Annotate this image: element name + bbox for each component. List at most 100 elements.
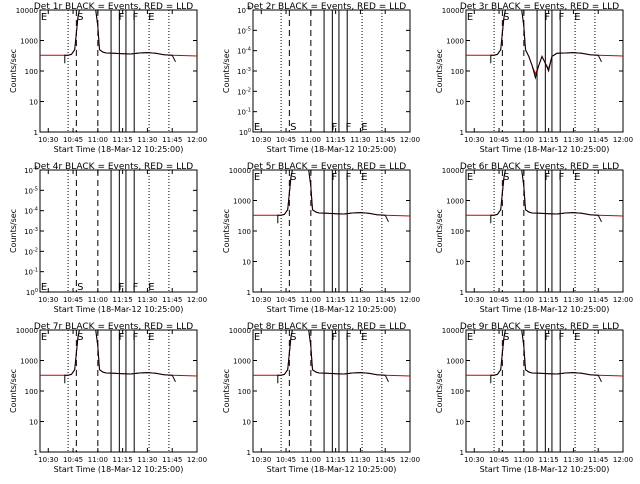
plot-frame bbox=[465, 169, 624, 293]
x-tick-label: 11:30 bbox=[137, 136, 157, 144]
x-tick-label: 11:00 bbox=[514, 456, 534, 464]
y-tick-label: 10000 bbox=[442, 7, 464, 15]
y-axis-label: Counts/sec bbox=[222, 369, 231, 413]
region-label: E bbox=[254, 122, 260, 133]
region-label: F bbox=[559, 332, 565, 343]
y-tick-label: 10000 bbox=[442, 167, 464, 175]
y-tick-label: 1000 bbox=[233, 358, 251, 366]
x-tick-label: 11:00 bbox=[88, 296, 108, 304]
x-tick-label: 11:15 bbox=[539, 136, 559, 144]
x-axis-label: Start Time (18-Mar-12 10:25:00) bbox=[480, 465, 610, 474]
x-tick-label: 11:00 bbox=[301, 136, 321, 144]
region-label: S bbox=[290, 122, 296, 133]
x-tick-label: 11:30 bbox=[137, 456, 157, 464]
x-tick-label: 10:30 bbox=[464, 136, 484, 144]
y-tick-label: 1 bbox=[460, 449, 464, 457]
x-tick-label: 11:45 bbox=[162, 136, 182, 144]
x-tick-label: 12:00 bbox=[613, 296, 633, 304]
x-tick-label: 11:30 bbox=[563, 136, 583, 144]
x-tick-label: 11:00 bbox=[301, 456, 321, 464]
y-tick-label: 10 bbox=[242, 419, 251, 427]
x-tick-label: 11:00 bbox=[301, 296, 321, 304]
x-tick-label: 11:15 bbox=[326, 136, 346, 144]
y-tick-label: 10 bbox=[455, 419, 464, 427]
region-label: S bbox=[77, 282, 83, 293]
x-tick-label: 11:30 bbox=[563, 296, 583, 304]
x-tick-label: 11:45 bbox=[162, 296, 182, 304]
region-label: F bbox=[346, 122, 352, 133]
y-tick-label: 10 bbox=[29, 419, 38, 427]
region-label: S bbox=[503, 172, 509, 183]
x-tick-label: 11:45 bbox=[588, 136, 608, 144]
region-label: E bbox=[148, 12, 154, 23]
y-axis-label: Counts/sec bbox=[222, 49, 231, 93]
region-label: E bbox=[148, 282, 154, 293]
plot-frame bbox=[39, 329, 198, 453]
x-tick-label: 10:30 bbox=[251, 296, 271, 304]
region-label: E bbox=[467, 172, 473, 183]
y-tick-label: 10-3 bbox=[24, 227, 38, 236]
region-label: S bbox=[77, 12, 83, 23]
x-tick-label: 11:30 bbox=[350, 136, 370, 144]
x-tick-label: 10:45 bbox=[276, 136, 296, 144]
y-axis-label: Counts/sec bbox=[435, 49, 444, 93]
x-tick-label: 10:30 bbox=[251, 456, 271, 464]
y-tick-label: 10-3 bbox=[237, 67, 251, 76]
x-tick-label: 12:00 bbox=[187, 296, 207, 304]
region-label: F bbox=[346, 332, 352, 343]
region-label: E bbox=[574, 332, 580, 343]
region-label: F bbox=[559, 172, 565, 183]
y-tick-label: 1 bbox=[247, 449, 251, 457]
x-tick-label: 10:45 bbox=[63, 136, 83, 144]
series-events-line bbox=[277, 170, 389, 224]
x-tick-label: 11:15 bbox=[326, 456, 346, 464]
x-tick-label: 10:30 bbox=[251, 136, 271, 144]
y-tick-label: 100 bbox=[238, 228, 251, 236]
plot-title: Det 6r BLACK = Events, RED = LLD bbox=[460, 162, 619, 172]
x-tick-label: 10:45 bbox=[63, 456, 83, 464]
series-events-line bbox=[277, 330, 389, 384]
x-tick-label: 11:15 bbox=[113, 296, 133, 304]
region-label: S bbox=[290, 172, 296, 183]
x-tick-label: 10:30 bbox=[38, 296, 58, 304]
plot-title: Det 2r BLACK = Events, RED = LLD bbox=[247, 2, 406, 12]
plot-title: Det 8r BLACK = Events, RED = LLD bbox=[247, 322, 406, 332]
y-tick-label: 1000 bbox=[20, 38, 38, 46]
region-label: S bbox=[503, 12, 509, 23]
plot-title: Det 7r BLACK = Events, RED = LLD bbox=[34, 322, 193, 332]
region-label: E bbox=[148, 332, 154, 343]
series-events-line bbox=[490, 170, 602, 224]
x-axis-label: Start Time (18-Mar-12 10:25:00) bbox=[54, 305, 184, 314]
x-tick-label: 11:15 bbox=[113, 136, 133, 144]
plot-frame bbox=[465, 329, 624, 453]
region-label: E bbox=[361, 122, 367, 133]
region-label: F bbox=[119, 282, 125, 293]
y-tick-label: 1000 bbox=[446, 358, 464, 366]
y-tick-label: 1 bbox=[460, 129, 464, 137]
x-tick-label: 11:30 bbox=[350, 456, 370, 464]
y-tick-label: 1000 bbox=[233, 198, 251, 206]
x-tick-label: 11:00 bbox=[514, 136, 534, 144]
region-label: E bbox=[574, 12, 580, 23]
plot-title: Det 3r BLACK = Events, RED = LLD bbox=[460, 2, 619, 12]
region-label: E bbox=[254, 172, 260, 183]
x-tick-label: 12:00 bbox=[187, 136, 207, 144]
x-tick-label: 11:45 bbox=[588, 456, 608, 464]
y-tick-label: 100 bbox=[25, 388, 38, 396]
region-label: S bbox=[290, 332, 296, 343]
region-label: S bbox=[77, 332, 83, 343]
x-tick-label: 10:30 bbox=[38, 136, 58, 144]
region-label: F bbox=[133, 332, 139, 343]
x-tick-label: 11:00 bbox=[514, 296, 534, 304]
y-axis-label: Counts/sec bbox=[435, 209, 444, 253]
region-label: F bbox=[559, 12, 565, 23]
x-tick-label: 11:45 bbox=[588, 296, 608, 304]
y-tick-label: 10-6 bbox=[24, 166, 38, 175]
